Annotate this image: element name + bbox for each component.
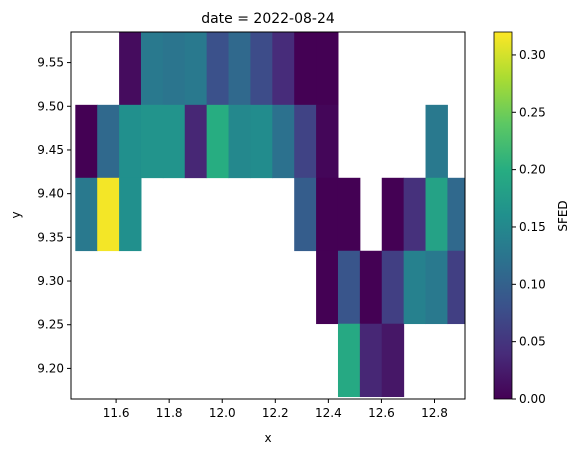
y-tick-label: 9.30	[37, 274, 64, 288]
plot-frame	[70, 31, 466, 400]
y-tick-label: 9.50	[37, 99, 64, 113]
colorbar-tick-label: 0.15	[519, 220, 546, 234]
heatmap-cell	[316, 177, 339, 252]
heatmap-cell	[403, 177, 427, 252]
heatmap-cell	[359, 250, 383, 325]
heatmap-cell	[206, 104, 230, 179]
colorbar-tick-label: 0.25	[519, 105, 546, 119]
heatmap-cell	[447, 250, 466, 325]
heatmap-cell	[294, 32, 317, 106]
heatmap-cell	[381, 323, 405, 398]
colorbar-tick-label: 0.00	[519, 392, 546, 406]
colorbar-ticks: 0.00 0.05 0.10 0.15 0.20 0.25 0.30	[512, 48, 546, 406]
colorbar	[493, 31, 513, 400]
heatmap-cell	[162, 104, 186, 179]
colorbar-tick-label: 0.30	[519, 48, 546, 62]
heatmap-cell	[97, 104, 120, 179]
colorbar-label: SFED	[556, 200, 570, 231]
heatmap-cell	[97, 177, 120, 252]
y-tick-label: 9.40	[37, 187, 64, 201]
heatmap-cell	[294, 104, 317, 179]
heatmap-cell	[75, 104, 98, 179]
x-tick-label: 12.2	[262, 406, 289, 420]
x-tick-label: 12.0	[209, 406, 236, 420]
heatmap-cell	[119, 177, 142, 252]
y-tick-label: 9.25	[37, 318, 64, 332]
y-tick-label: 9.45	[37, 143, 64, 157]
heatmap-cell	[184, 32, 208, 106]
y-tick-label: 9.20	[37, 361, 64, 375]
heatmap-cell	[228, 32, 251, 106]
heatmap-cell	[337, 323, 361, 398]
heatmap-cell	[119, 104, 142, 179]
heatmap-cell	[425, 177, 448, 252]
heatmap-cell	[381, 250, 405, 325]
x-tick-label: 11.6	[103, 406, 130, 420]
heatmap-cell	[250, 104, 273, 179]
heatmap-cell	[162, 32, 186, 106]
heatmap-cell	[316, 250, 339, 325]
chart-title: date = 2022-08-24	[201, 11, 335, 27]
colorbar-tick-label: 0.20	[519, 163, 546, 177]
heatmap-cells	[75, 32, 466, 398]
heatmap-cell	[250, 32, 273, 106]
y-tick-label: 9.55	[37, 56, 64, 70]
heatmap-cell	[425, 250, 448, 325]
x-axis-label: x	[264, 431, 271, 445]
x-tick-label: 12.4	[315, 406, 342, 420]
heatmap-cell	[206, 32, 230, 106]
colorbar-tick-label: 0.10	[519, 277, 546, 291]
heatmap-cell	[337, 177, 361, 252]
y-axis: 9.20 9.25 9.30 9.35 9.40 9.45 9.50 9.55	[37, 56, 71, 375]
heatmap-cell	[381, 177, 405, 252]
heatmap-cell	[403, 250, 427, 325]
heatmap-cell	[228, 104, 251, 179]
heatmap-cell	[119, 32, 142, 106]
heatmap-cell	[316, 32, 339, 106]
heatmap-cell	[184, 104, 208, 179]
heatmap-cell	[447, 177, 466, 252]
heatmap-cell	[359, 323, 383, 398]
heatmap-cell	[272, 32, 295, 106]
y-tick-label: 9.35	[37, 230, 64, 244]
x-tick-label: 11.8	[156, 406, 183, 420]
heatmap-cell	[75, 177, 98, 252]
heatmap-cell	[425, 104, 448, 179]
x-tick-label: 12.6	[368, 406, 395, 420]
heatmap-cell	[140, 32, 164, 106]
heatmap-cell	[272, 104, 295, 179]
x-tick-label: 12.8	[421, 406, 448, 420]
x-axis: 11.6 11.8 12.0 12.2 12.4 12.6 12.8	[103, 399, 448, 420]
colorbar-tick-label: 0.05	[519, 335, 546, 349]
heatmap-cell	[337, 250, 361, 325]
y-axis-label: y	[9, 211, 23, 218]
heatmap-cell	[294, 177, 317, 252]
heatmap-cell	[316, 104, 339, 179]
heatmap-cell	[140, 104, 164, 179]
